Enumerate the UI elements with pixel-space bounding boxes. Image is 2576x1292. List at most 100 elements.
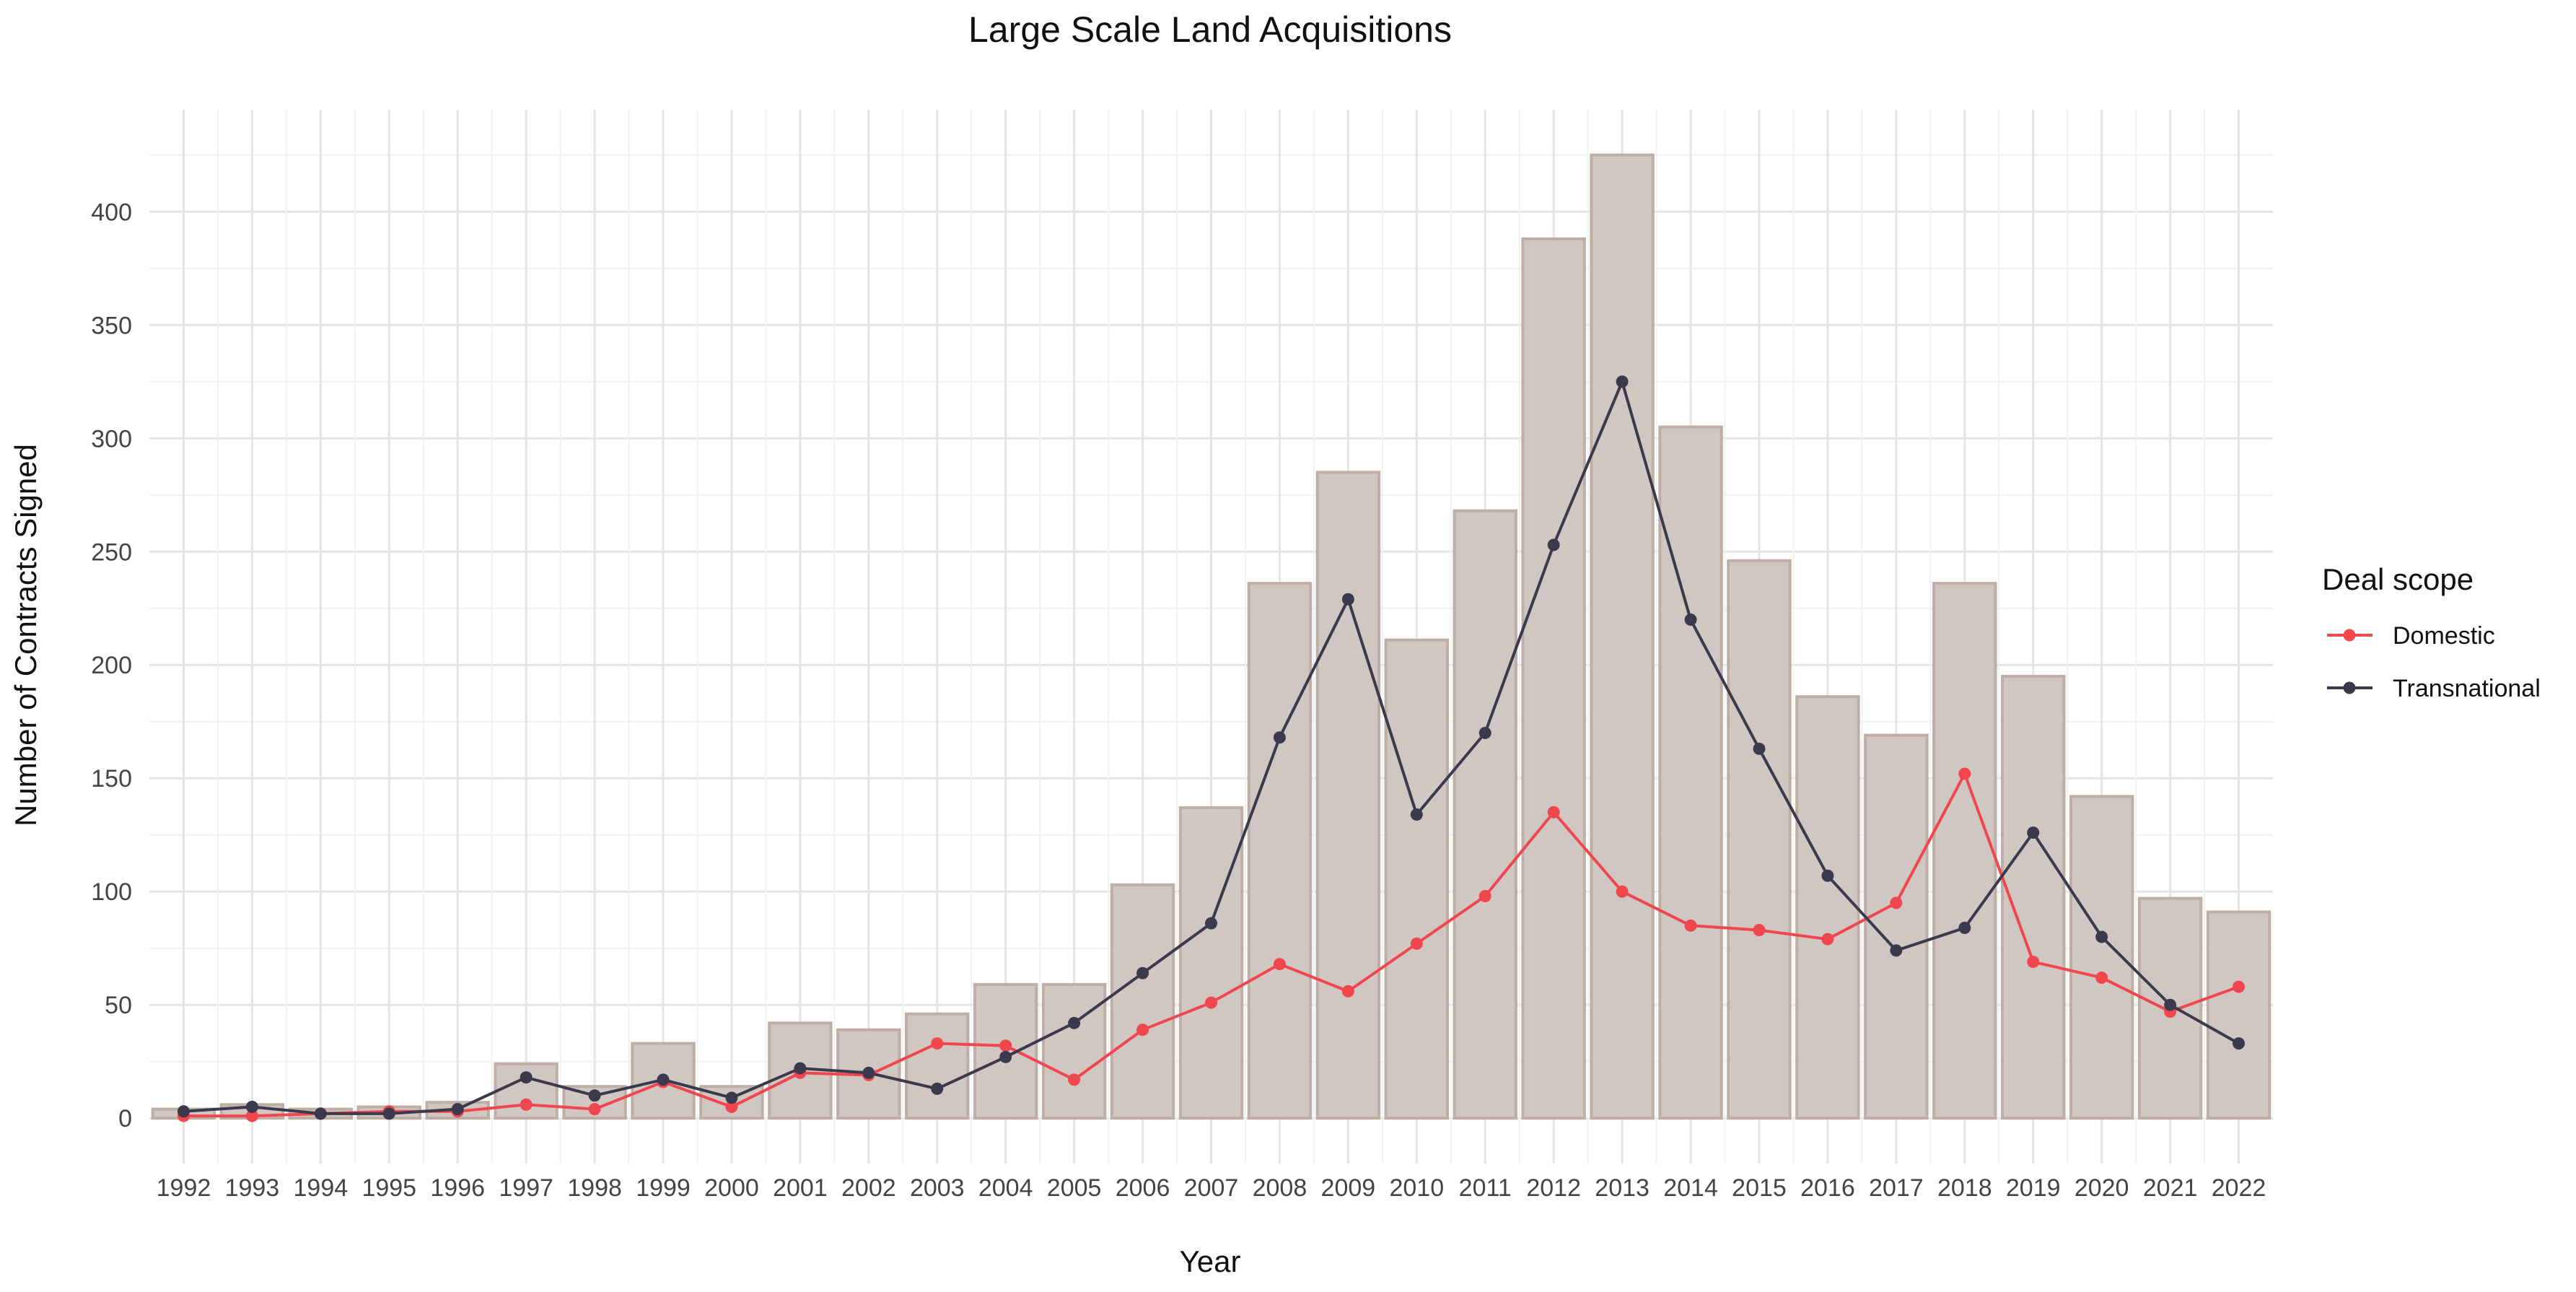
data-point-domestic	[725, 1101, 738, 1114]
x-tick-label: 2013	[1595, 1174, 1650, 1202]
legend-key-point	[2343, 681, 2356, 694]
x-tick-label: 1995	[362, 1174, 416, 1202]
data-point-domestic	[999, 1039, 1012, 1052]
data-point-domestic	[1547, 806, 1560, 819]
data-point-domestic	[1890, 896, 1903, 909]
y-tick-label: 250	[91, 538, 132, 566]
data-point-transnational	[657, 1073, 670, 1086]
bar	[2001, 674, 2066, 1120]
data-point-transnational	[1068, 1016, 1081, 1029]
data-point-domestic	[1341, 985, 1354, 998]
data-point-transnational	[1205, 917, 1217, 930]
legend-key-point	[2343, 629, 2356, 642]
bar	[1315, 471, 1381, 1120]
data-point-domestic	[1410, 937, 1423, 950]
data-point-domestic	[2095, 972, 2108, 985]
x-tick-label: 2005	[1047, 1174, 1102, 1202]
legend: Deal scope Domestic Transnational	[2322, 562, 2541, 702]
legend-items: Domestic Transnational	[2327, 622, 2541, 702]
data-point-transnational	[2027, 826, 2040, 839]
x-tick-label: 2015	[1732, 1174, 1787, 1202]
data-point-transnational	[794, 1062, 807, 1075]
data-point-transnational	[1753, 742, 1766, 755]
data-point-domestic	[520, 1098, 533, 1111]
x-tick-label: 2019	[2006, 1174, 2061, 1202]
axis-layer: 0 50 100 150 200 250 300 350 400 1992 1993 1994 1995…	[91, 198, 2266, 1202]
x-tick-label: 2016	[1800, 1174, 1855, 1202]
data-point-transnational	[862, 1066, 875, 1079]
x-tick-label: 2020	[2075, 1174, 2129, 1202]
data-point-transnational	[588, 1089, 601, 1102]
bar	[1932, 582, 1997, 1120]
data-point-transnational	[245, 1101, 258, 1114]
x-tick-label: 2009	[1321, 1174, 1376, 1202]
data-point-domestic	[1616, 885, 1629, 898]
data-point-transnational	[1341, 593, 1354, 606]
x-tick-label: 2003	[910, 1174, 965, 1202]
x-tick-label: 1994	[294, 1174, 349, 1202]
x-tick-label: 2007	[1184, 1174, 1239, 1202]
x-tick-label: 2022	[2212, 1174, 2266, 1202]
data-point-domestic	[1478, 890, 1491, 903]
y-tick-label: 50	[105, 992, 132, 1019]
x-tick-label: 1997	[499, 1174, 553, 1202]
bar	[2206, 910, 2271, 1120]
y-tick-label: 100	[91, 878, 132, 906]
x-tick-label: 1998	[567, 1174, 622, 1202]
x-tick-label: 1992	[157, 1174, 211, 1202]
x-tick-label: 2001	[773, 1174, 828, 1202]
data-point-transnational	[725, 1091, 738, 1104]
data-point-transnational	[1821, 869, 1834, 882]
data-point-transnational	[1547, 538, 1560, 551]
data-point-transnational	[1958, 921, 1971, 934]
data-point-transnational	[1410, 808, 1423, 821]
data-point-domestic	[1205, 996, 1217, 1009]
bar	[1521, 237, 1586, 1120]
data-point-domestic	[245, 1109, 258, 1122]
data-point-transnational	[1478, 726, 1491, 739]
data-point-transnational	[931, 1082, 944, 1095]
bar	[1590, 153, 1655, 1120]
x-tick-label: 2012	[1526, 1174, 1581, 1202]
bar	[1110, 883, 1175, 1120]
bar	[1727, 559, 1792, 1120]
data-point-transnational	[451, 1103, 464, 1116]
data-point-transnational	[520, 1071, 533, 1084]
x-tick-label: 2000	[704, 1174, 759, 1202]
data-point-transnational	[1273, 731, 1286, 744]
line-layer	[177, 375, 2246, 1122]
data-point-transnational	[2095, 930, 2108, 943]
y-tick-label: 0	[118, 1105, 132, 1132]
x-tick-label: 1999	[636, 1174, 691, 1202]
x-tick-label: 2008	[1253, 1174, 1307, 1202]
bar	[905, 1012, 970, 1120]
x-tick-label: 2014	[1663, 1174, 1718, 1202]
legend-title: Deal scope	[2322, 562, 2474, 596]
x-tick-label: 2006	[1116, 1174, 1170, 1202]
bar	[1453, 509, 1517, 1120]
data-point-transnational	[1136, 966, 1149, 979]
data-point-domestic	[2233, 980, 2246, 993]
legend-item-label: Domestic	[2393, 622, 2495, 650]
bar	[1384, 638, 1450, 1120]
y-tick-label: 300	[91, 425, 132, 453]
y-tick-label: 150	[91, 765, 132, 793]
y-tick-label: 350	[91, 312, 132, 339]
data-point-domestic	[931, 1037, 944, 1050]
x-tick-label: 2010	[1389, 1174, 1444, 1202]
data-point-domestic	[588, 1103, 601, 1116]
x-tick-label: 1993	[225, 1174, 280, 1202]
data-point-transnational	[999, 1050, 1012, 1063]
bar	[1795, 695, 1860, 1120]
x-axis-label: Year	[1180, 1244, 1241, 1278]
x-tick-label: 2011	[1459, 1174, 1512, 1202]
data-point-domestic	[1136, 1023, 1149, 1036]
bar	[1041, 982, 1107, 1120]
data-point-domestic	[1273, 958, 1286, 971]
x-tick-label: 2018	[1937, 1174, 1992, 1202]
x-tick-label: 2017	[1869, 1174, 1924, 1202]
data-point-domestic	[1684, 919, 1697, 932]
data-point-transnational	[2164, 998, 2177, 1011]
